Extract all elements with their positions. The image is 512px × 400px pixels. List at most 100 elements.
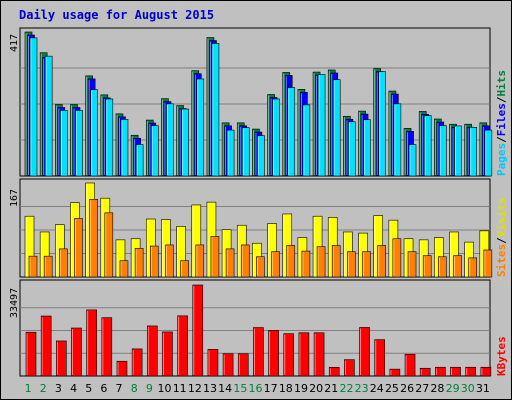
bar-pages [272,98,280,177]
x-tick-label: 9 [146,382,153,395]
x-tick-label: 3 [55,382,62,395]
bar-sites [240,244,250,278]
x-tick-label: 16 [249,382,263,395]
x-tick-label: 19 [294,382,308,395]
bar-sites [271,251,280,278]
bar-sites [225,248,235,278]
bar-pages [135,144,144,177]
bar-pages [29,37,38,177]
bar-kbytes [131,348,143,377]
bar-pages [363,119,371,177]
x-tick-label: 18 [279,382,293,395]
bar-kbytes [404,353,416,377]
bar-kbytes [101,317,113,377]
bar-pages [484,129,493,177]
x-tick-label: 6 [100,382,107,395]
bar-sites [392,238,402,278]
x-tick-label: 2 [40,382,47,395]
bar-sites [28,255,38,278]
bar-sites [89,199,98,278]
bar-sites [438,256,447,278]
x-tick-label: 25 [385,382,399,395]
bar-sites [43,255,53,278]
bar-pages [90,89,98,177]
bar-pages [150,125,159,177]
bar-pages [378,71,387,177]
bar-pages [120,119,129,177]
x-tick-label: 8 [131,382,138,395]
bar-kbytes [298,332,310,377]
x-tick-label: 26 [400,382,414,395]
bar-sites [362,251,371,278]
bar-pages [257,135,265,177]
x-tick-label: 22 [339,382,353,395]
bar-sites [468,257,477,278]
bar-kbytes [359,327,370,377]
bar-kbytes [146,325,158,377]
bar-kbytes [207,349,219,377]
bar-sites [407,251,417,278]
bar-sites [453,255,462,278]
bar-pages [287,87,296,177]
bar-pages [75,110,83,177]
bar-kbytes [374,339,386,377]
bar-pages [181,108,189,177]
bar-sites [256,256,265,278]
x-tick-label: 24 [370,382,384,395]
bar-sites [195,244,205,278]
bar-kbytes [162,331,173,377]
bar-kbytes [328,367,340,377]
bar-kbytes [86,309,97,377]
bar-sites [331,245,341,278]
bar-pages [226,129,235,177]
bar-kbytes [344,359,355,377]
bar-sites [377,245,387,278]
bar-kbytes [116,360,128,377]
x-tick-label: 17 [264,382,278,395]
bar-sites [316,246,326,278]
bar-pages [348,121,356,177]
x-tick-label: 29 [446,382,460,395]
bar-sites [104,212,114,278]
bar-kbytes [253,327,264,377]
bar-kbytes [71,327,82,377]
bar-sites [347,251,356,278]
bar-pages [469,127,477,177]
bar-pages [317,74,326,177]
bar-sites [286,245,296,278]
bar-kbytes [480,366,492,377]
x-tick-label: 12 [188,382,202,395]
bar-sites [119,260,129,278]
bar-pages [408,144,417,177]
bar-kbytes [25,331,37,377]
bar-kbytes [237,353,249,377]
x-tick-label: 5 [85,382,92,395]
bar-pages [166,103,174,177]
bar-kbytes [268,330,279,377]
bar-pages [241,127,250,177]
bar-pages [196,78,205,177]
bar-sites [301,250,311,278]
bar-sites [483,249,493,278]
bar-kbytes [313,332,325,377]
bar-kbytes [192,284,204,377]
bar-pages [454,125,462,177]
bar-kbytes [283,333,295,377]
bar-kbytes [56,340,67,377]
bar-kbytes [389,368,401,377]
x-tick-label: 30 [461,382,475,395]
x-tick-label: 7 [116,382,123,395]
bar-kbytes [40,315,52,377]
bar-sites [165,244,174,278]
bar-kbytes [450,366,461,377]
bar-pages [105,98,114,177]
bar-pages [332,79,341,177]
bar-sites [134,247,144,278]
bar-pages [393,103,402,177]
x-tick-label: 23 [355,382,369,395]
x-tick-label: 11 [173,382,187,395]
x-tick-label: 13 [203,382,217,395]
bar-kbytes [465,366,476,377]
bar-pages [44,55,53,177]
bar-pages [439,125,447,177]
